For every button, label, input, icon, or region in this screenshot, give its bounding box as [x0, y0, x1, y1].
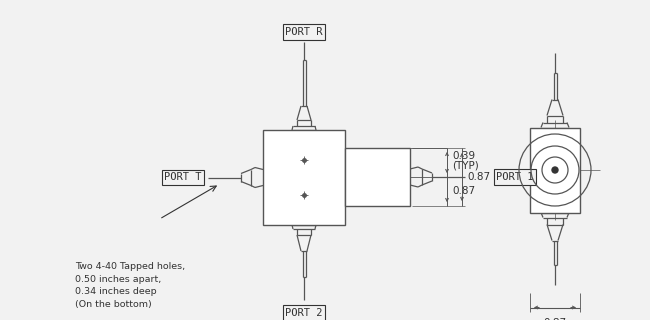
- Bar: [530, 127, 580, 212]
- Text: (TYP): (TYP): [452, 161, 479, 171]
- Text: PORT 2: PORT 2: [285, 308, 323, 318]
- Text: PORT 1: PORT 1: [496, 172, 534, 182]
- Text: 0.87: 0.87: [543, 318, 567, 320]
- Text: 0.87: 0.87: [452, 187, 475, 196]
- Text: 0.39: 0.39: [452, 151, 475, 161]
- Circle shape: [552, 167, 558, 173]
- Text: 0.87: 0.87: [467, 172, 490, 182]
- Bar: [263, 130, 345, 225]
- Text: Two 4-40 Tapped holes,
0.50 inches apart,
0.34 inches deep
(On the bottom): Two 4-40 Tapped holes, 0.50 inches apart…: [75, 262, 185, 309]
- Text: PORT T: PORT T: [164, 172, 202, 182]
- Text: PORT R: PORT R: [285, 27, 323, 37]
- Bar: [345, 148, 410, 206]
